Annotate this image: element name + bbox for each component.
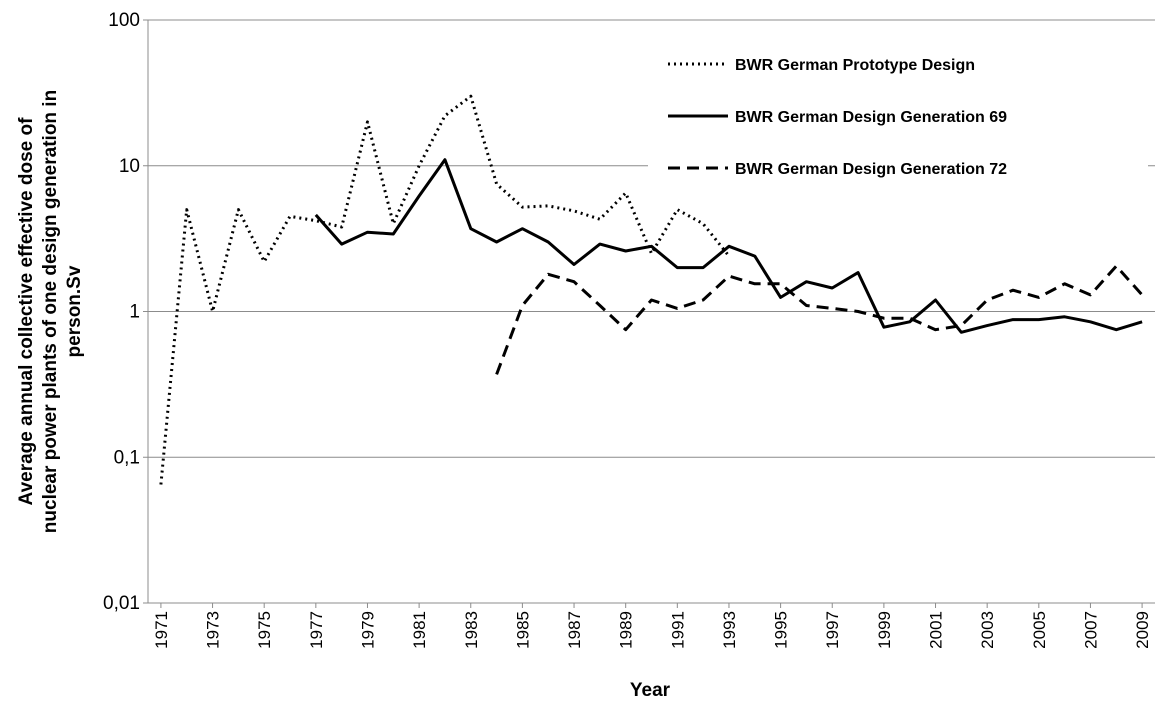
x-tick-label: 1989 [617, 611, 636, 649]
x-tick-label: 1993 [720, 611, 739, 649]
x-tick-label: 1981 [410, 611, 429, 649]
legend-box [648, 40, 1148, 192]
x-tick-label: 1979 [358, 611, 377, 649]
x-tick-label: 1997 [823, 611, 842, 649]
x-tick-label: 1999 [875, 611, 894, 649]
x-tick-label: 1977 [307, 611, 326, 649]
y-axis-title: person.Sv [64, 265, 85, 357]
x-tick-label: 1971 [152, 611, 171, 649]
x-tick-label: 1995 [772, 611, 791, 649]
y-tick-label: 0,01 [103, 593, 140, 614]
x-tick-label: 1987 [565, 611, 584, 649]
x-tick-label: 2001 [927, 611, 946, 649]
legend: BWR German Prototype Design BWR German De… [648, 40, 1148, 192]
y-axis-title: nuclear power plants of one design gener… [40, 90, 61, 533]
x-tick-label: 1991 [668, 611, 687, 649]
x-tick-label: 2005 [1030, 611, 1049, 649]
y-tick-label: 0,1 [114, 447, 140, 468]
y-tick-label: 10 [119, 156, 140, 177]
x-tick-label: 1985 [513, 611, 532, 649]
legend-label: BWR German Design Generation 69 [735, 109, 1007, 126]
y-tick-label: 1 [129, 302, 140, 323]
x-axis-title: Year [630, 680, 671, 701]
legend-label: BWR German Prototype Design [735, 57, 975, 74]
x-tick-label: 2003 [978, 611, 997, 649]
series-line [495, 264, 1144, 375]
x-tick-label: 2007 [1081, 611, 1100, 649]
series-line [159, 94, 731, 485]
series-line [314, 158, 1143, 334]
x-tick-label: 1983 [462, 611, 481, 649]
x-tick-label: 2009 [1133, 611, 1152, 649]
y-tick-label: 100 [108, 10, 140, 31]
x-tick-label: 1975 [255, 611, 274, 649]
legend-label: BWR German Design Generation 72 [735, 161, 1007, 178]
x-tick-label: 1973 [204, 611, 223, 649]
y-axis-title: Average annual collective effective dose… [16, 117, 37, 506]
